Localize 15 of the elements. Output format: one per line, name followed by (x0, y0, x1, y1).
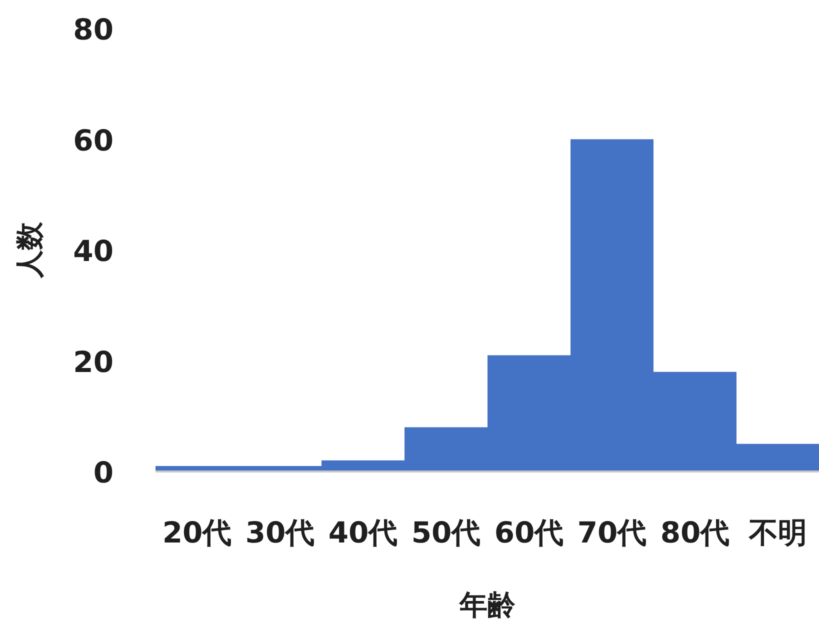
x-tick-label: 30代 (245, 516, 315, 550)
y-tick-label: 20 (73, 344, 114, 379)
y-tick-label: 0 (93, 456, 114, 490)
x-tick-label: 不明 (748, 516, 807, 550)
x-axis-title: 年齢 (458, 588, 516, 622)
y-tick-label: 80 (73, 12, 114, 46)
x-tick-label: 20代 (162, 516, 232, 550)
y-tick-label: 60 (73, 123, 114, 158)
y-axis-title: 人数 (13, 221, 46, 279)
x-tick-label: 80代 (660, 516, 730, 550)
x-tick-label: 50代 (411, 516, 481, 550)
y-tick-label: 40 (73, 234, 114, 268)
x-tick-label: 60代 (494, 516, 564, 550)
x-tick-label: 40代 (328, 516, 398, 550)
x-tick-label: 70代 (577, 516, 647, 550)
